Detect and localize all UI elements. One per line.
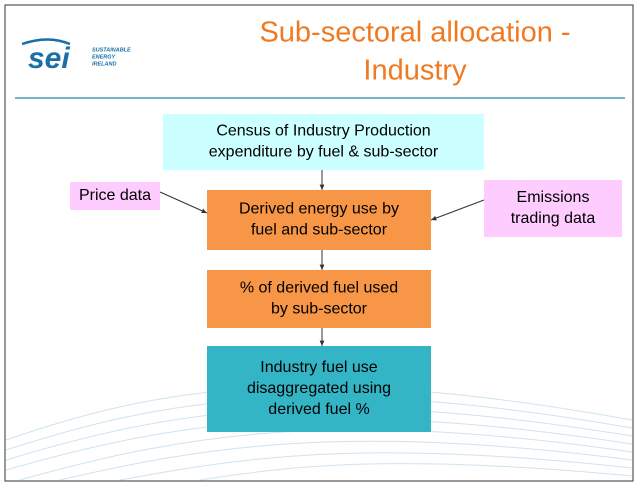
node-label: Derived energy use by — [239, 201, 399, 218]
wave-decoration — [5, 386, 633, 481]
node-label: Price data — [79, 187, 151, 204]
node-label: by sub-sector — [271, 301, 368, 318]
arrow — [159, 191, 208, 214]
node-box — [163, 114, 484, 170]
title-line: Industry — [363, 55, 467, 87]
node-box — [484, 180, 622, 237]
node-label: % of derived fuel used — [240, 280, 398, 297]
node-label: Census of Industry Production — [216, 123, 430, 140]
arrow — [430, 199, 485, 221]
node-label: expenditure by fuel & sub-sector — [209, 144, 439, 161]
node-label: derived fuel % — [268, 401, 369, 418]
node-label: trading data — [511, 210, 596, 227]
node-label: Emissions — [517, 189, 590, 206]
logo: sei — [28, 42, 70, 75]
title: Sub-sectoral allocation - Industry — [259, 17, 570, 87]
node-box — [70, 182, 160, 210]
node-label: fuel and sub-sector — [251, 222, 388, 239]
node-box — [207, 190, 431, 250]
logo-subtitle-line: ENERGY — [92, 54, 117, 60]
logo-swoosh — [21, 38, 71, 46]
logo-subtitle-line: SUSTAINABLE — [92, 47, 131, 53]
node-box — [207, 346, 431, 432]
title-line: Sub-sectoral allocation - — [259, 17, 570, 49]
node-box — [207, 270, 431, 328]
node-label: disaggregated using — [247, 380, 391, 397]
logo-subtitle-line: IRELAND — [92, 61, 116, 67]
node-label: Industry fuel use — [260, 359, 378, 376]
